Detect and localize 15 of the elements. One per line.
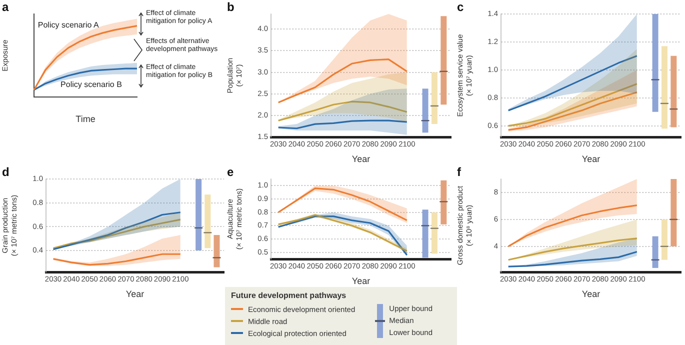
text: Future development pathways — [231, 291, 348, 300]
x-axis-title: Year — [582, 289, 600, 300]
chart-title: e — [227, 165, 234, 179]
x-axis-title: Year — [126, 289, 144, 300]
chart-title: a — [2, 0, 9, 14]
chart-title: f — [457, 165, 461, 179]
series-label: Policy scenario A — [38, 20, 100, 30]
series-label: Policy scenario B — [60, 80, 122, 90]
x-axis-title: Year — [352, 154, 370, 164]
x-axis-title: Time — [76, 114, 96, 124]
x-axis-title: Year — [582, 154, 600, 164]
chart-title: b — [227, 0, 234, 14]
chart-title: c — [457, 0, 464, 14]
x-axis-title: Year — [352, 276, 370, 286]
chart-title: d — [2, 165, 10, 179]
